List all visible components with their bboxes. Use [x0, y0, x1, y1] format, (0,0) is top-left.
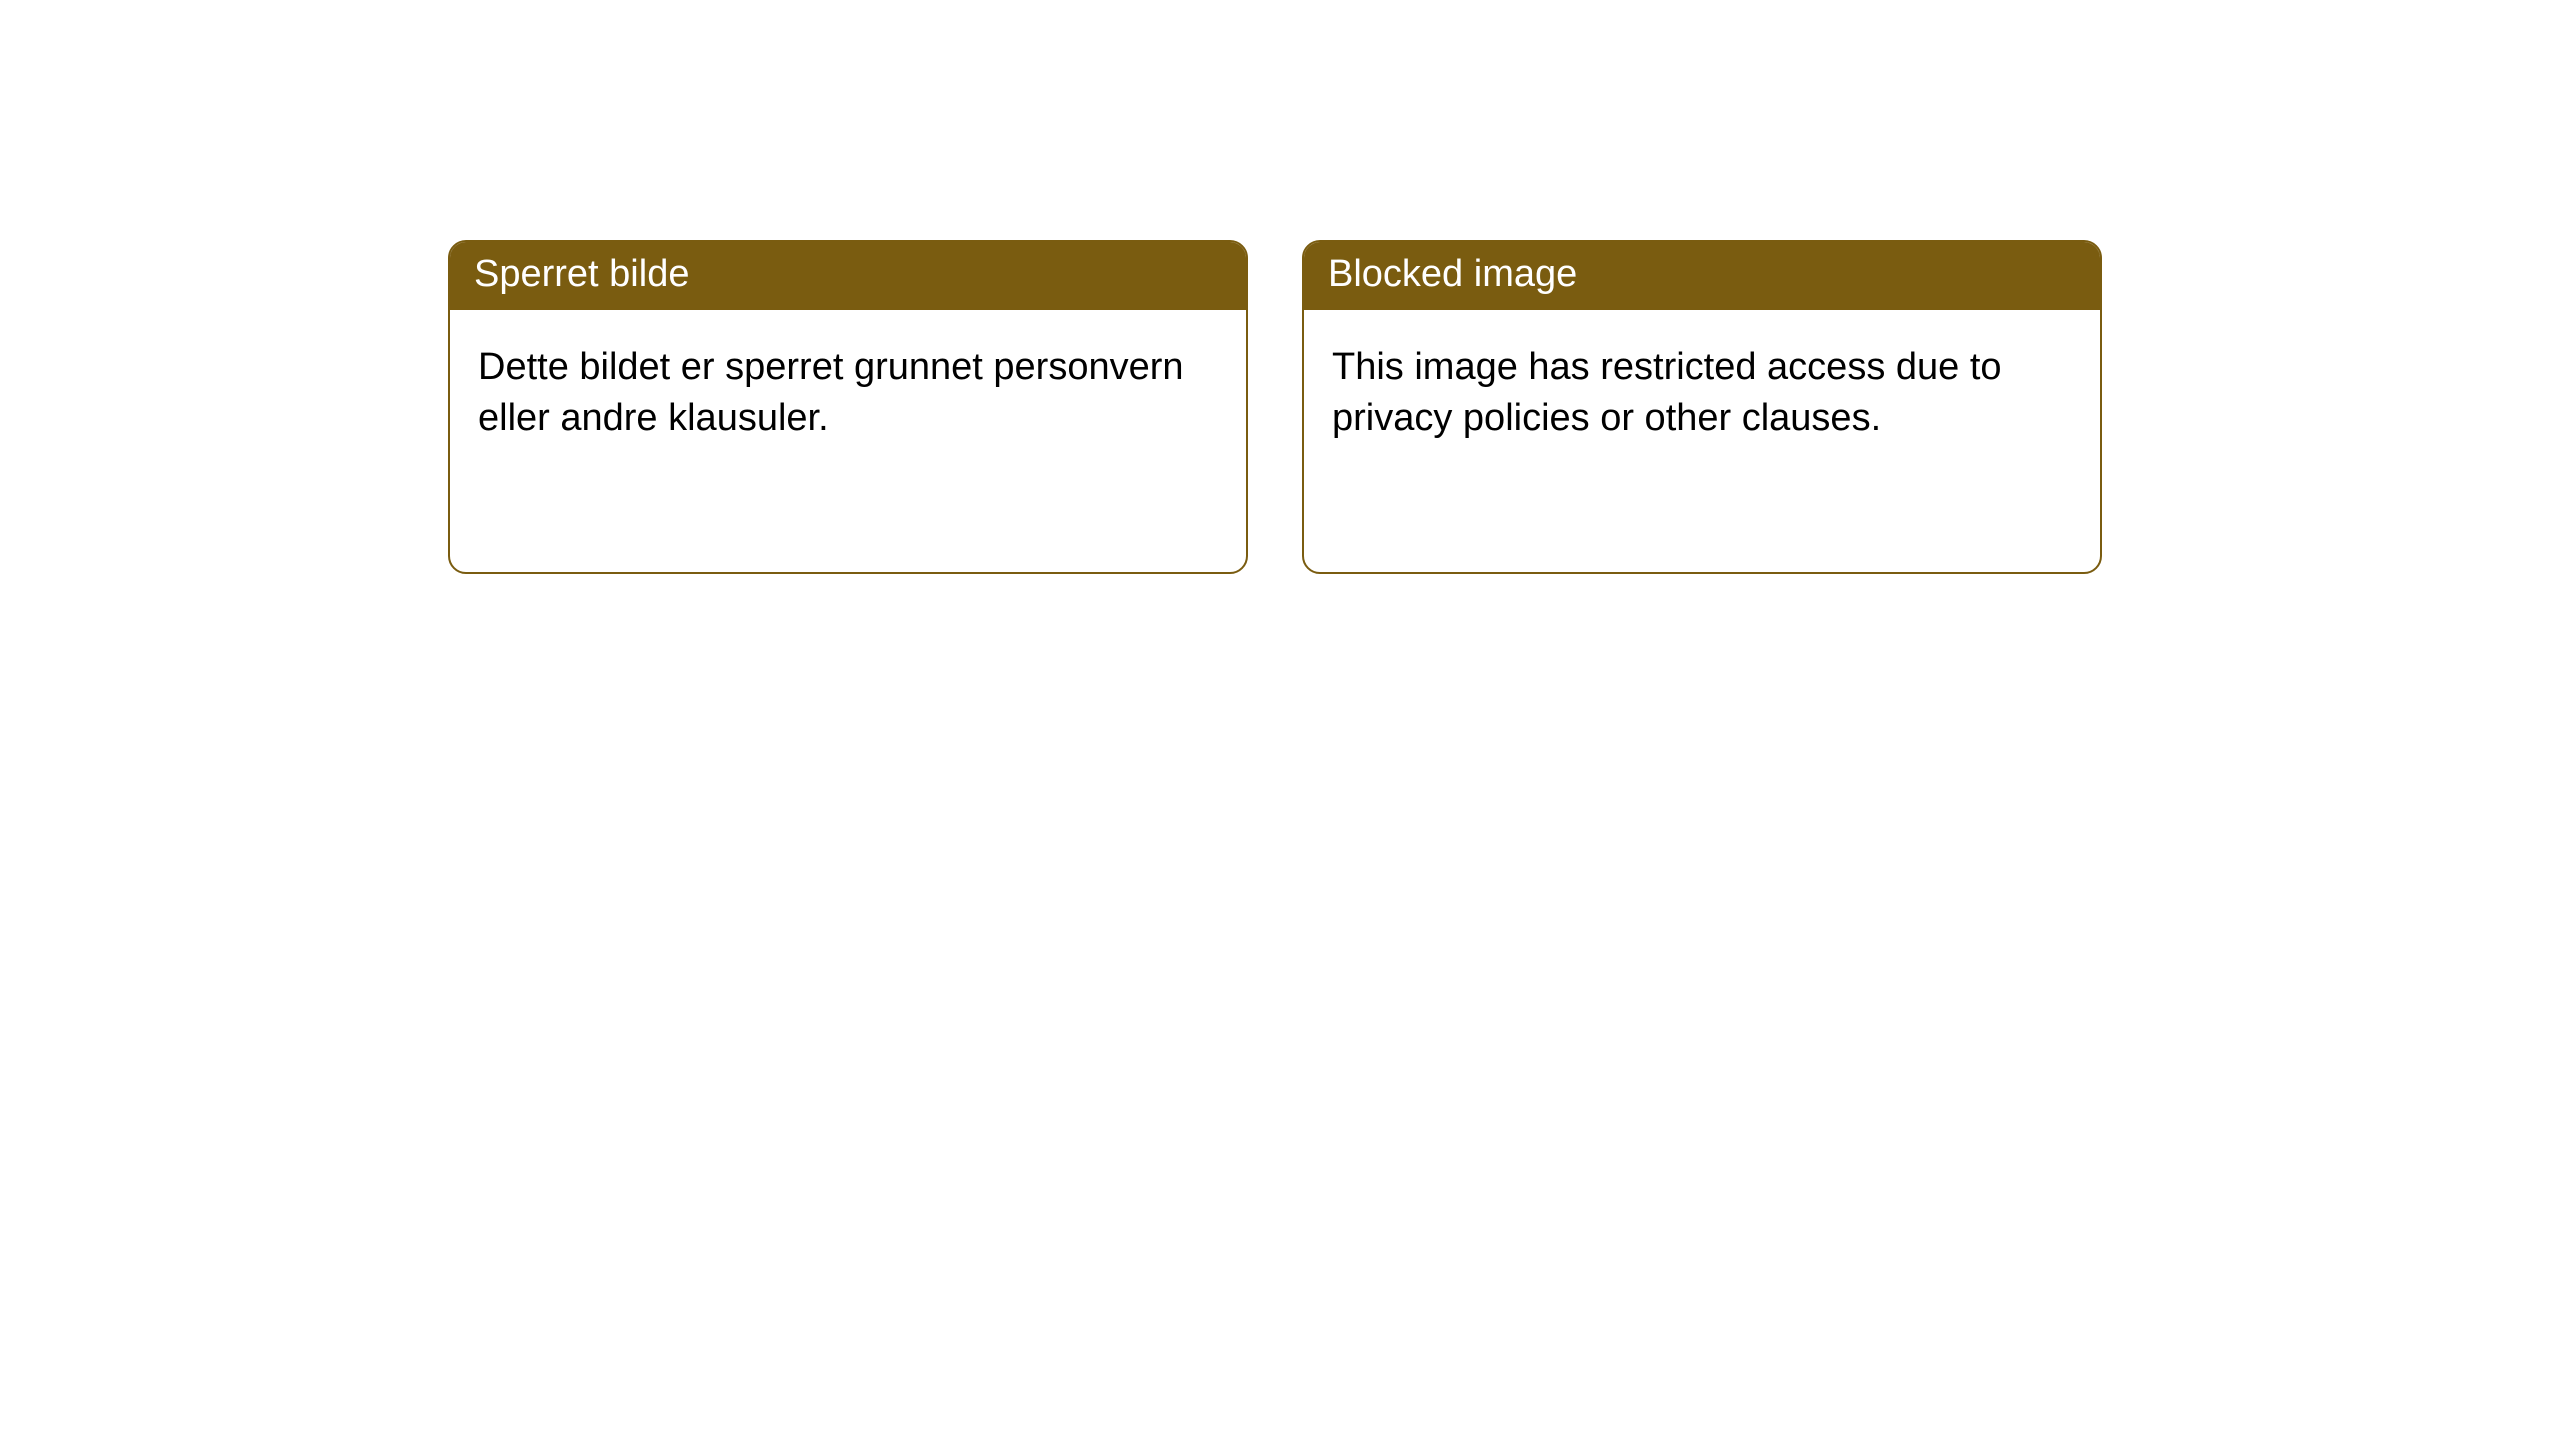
card-body-text: Dette bildet er sperret grunnet personve… [478, 346, 1184, 439]
card-body-text: This image has restricted access due to … [1332, 346, 2002, 439]
card-title: Sperret bilde [474, 253, 689, 295]
cards-container: Sperret bilde Dette bildet er sperret gr… [0, 0, 2560, 574]
blocked-image-card-en: Blocked image This image has restricted … [1302, 240, 2102, 574]
blocked-image-card-no: Sperret bilde Dette bildet er sperret gr… [448, 240, 1248, 574]
card-title: Blocked image [1328, 253, 1577, 295]
card-body: This image has restricted access due to … [1304, 310, 2100, 477]
card-header: Blocked image [1304, 242, 2100, 310]
card-body: Dette bildet er sperret grunnet personve… [450, 310, 1246, 477]
card-header: Sperret bilde [450, 242, 1246, 310]
